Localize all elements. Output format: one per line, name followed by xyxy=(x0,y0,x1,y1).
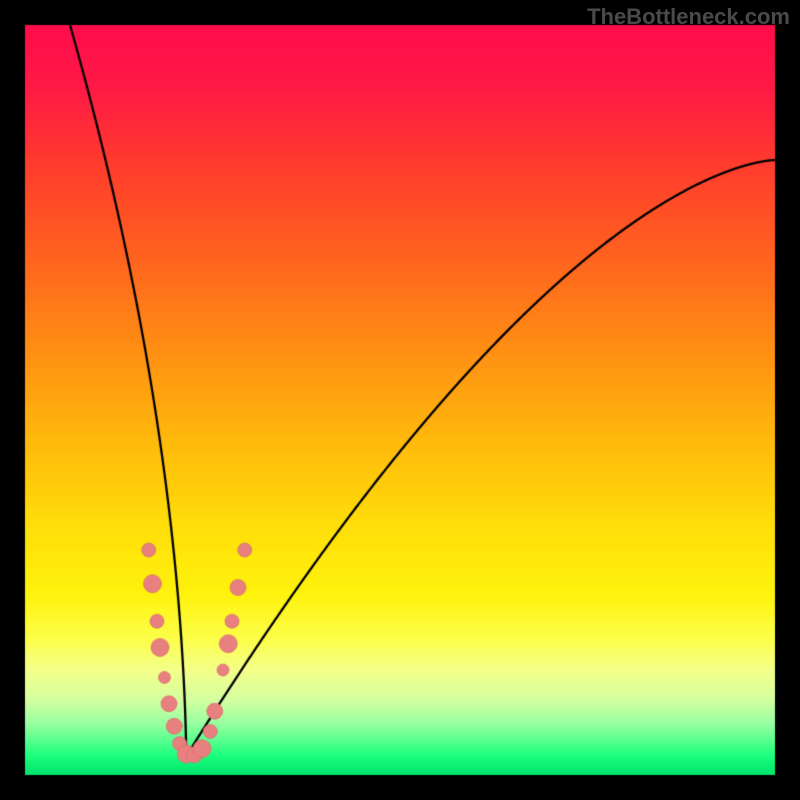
bottleneck-v-curve-chart xyxy=(0,0,800,800)
chart-stage: TheBottleneck.com xyxy=(0,0,800,800)
watermark-label: TheBottleneck.com xyxy=(587,4,790,30)
